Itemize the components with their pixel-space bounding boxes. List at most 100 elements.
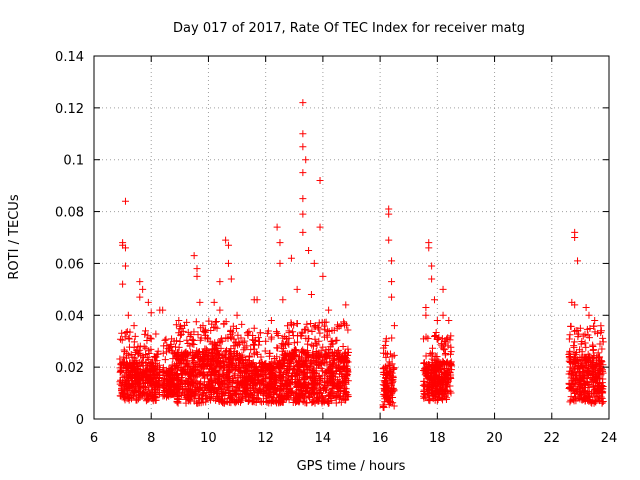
data-point [190,372,198,379]
data-point [419,381,427,389]
data-point [224,335,232,343]
data-point [242,378,250,386]
data-point [297,331,305,339]
data-point [241,337,249,345]
x-tick-label: 22 [544,431,561,446]
data-point [257,367,265,375]
data-point [201,345,209,353]
x-tick-label: 24 [601,431,618,446]
data-point [338,379,346,387]
y-tick-label: 0.02 [55,361,84,376]
data-point [444,389,452,397]
data-point [380,390,388,398]
data-point [342,301,350,309]
data-point [566,358,574,366]
data-point [304,380,312,388]
data-point [282,353,290,361]
data-point [584,396,592,404]
data-point [142,327,149,335]
data-point [281,392,289,400]
data-point [248,397,256,405]
data-point [436,365,444,373]
data-point [298,360,306,368]
data-point [271,397,279,405]
data-point [262,337,270,345]
data-point [129,392,137,400]
data-point [178,388,186,396]
data-point [134,350,142,358]
data-point [288,378,296,386]
data-point [565,350,573,358]
data-point [134,366,142,374]
data-point [219,388,227,396]
y-tick-label: 0.1 [63,154,84,169]
data-point [280,362,288,370]
data-point [447,375,455,383]
data-point [337,398,345,406]
data-point [222,236,230,244]
data-point [147,335,155,343]
data-point [248,362,256,370]
data-point [174,399,182,407]
data-point [129,353,137,361]
data-point [142,351,150,359]
data-point [581,380,589,388]
data-point [273,390,281,398]
data-point [432,329,440,337]
data-point [131,374,139,382]
data-point [598,345,606,353]
data-point [422,304,430,312]
data-point [231,363,239,371]
data-point [233,378,241,386]
data-point [344,345,352,353]
data-point [227,326,235,334]
data-point [152,394,160,402]
data-point [598,398,606,406]
data-point [430,296,438,304]
data-point [174,354,182,362]
data-point [273,223,281,231]
data-point [585,334,593,342]
data-point [424,334,432,342]
data-point [204,335,212,343]
data-point [316,381,324,389]
data-point [321,333,329,341]
data-point [426,375,434,383]
data-point [304,347,312,355]
data-point [139,369,147,377]
y-tick-label: 0.08 [55,206,84,221]
data-point [569,372,577,380]
data-point [120,394,128,402]
data-point [289,328,297,336]
data-point [287,319,295,327]
data-point [149,358,157,366]
data-point [285,365,293,373]
data-point [175,317,183,325]
data-point [227,345,235,353]
data-point [313,396,321,404]
data-point [226,392,234,400]
data-point [341,374,349,382]
data-point [565,335,573,343]
plot-frame [93,55,610,420]
data-point [299,384,307,392]
data-point [171,382,179,390]
data-point [389,366,397,374]
data-point [323,386,331,394]
data-point [272,359,280,367]
data-point [589,359,597,367]
data-point [296,366,304,374]
data-point [594,395,602,403]
data-point [327,387,335,395]
data-point [279,296,287,304]
data-point [225,355,233,363]
data-point [321,369,329,377]
data-point [292,389,300,397]
data-point [216,278,224,286]
data-point [178,370,186,378]
data-point [249,370,257,378]
data-point [438,343,446,351]
data-point [165,346,173,354]
data-point [118,386,126,394]
data-point [438,335,446,343]
